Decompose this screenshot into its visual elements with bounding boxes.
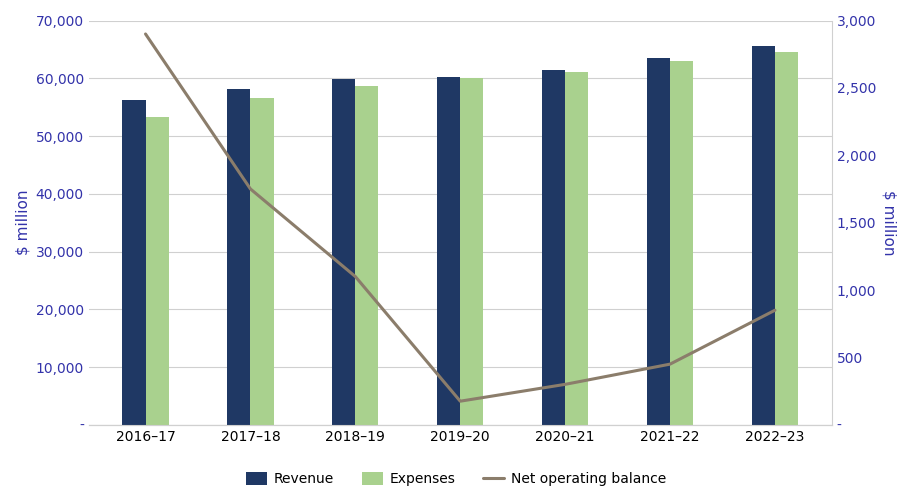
Bar — [251, 98, 273, 425]
Net operating balance — [245, 186, 256, 192]
Bar — [355, 86, 378, 425]
Bar — [565, 73, 588, 425]
Bar — [146, 117, 169, 425]
Net operating balance — [559, 382, 570, 388]
Net operating balance — [769, 307, 780, 313]
Y-axis label: $ million: $ million — [15, 190, 30, 256]
Net operating balance — [350, 274, 361, 280]
Bar — [646, 58, 670, 425]
Bar — [332, 80, 355, 425]
Bar — [541, 70, 565, 425]
Net operating balance — [455, 398, 466, 404]
Y-axis label: $ million: $ million — [881, 190, 896, 256]
Net operating balance — [140, 31, 151, 37]
Bar — [227, 89, 251, 425]
Bar — [436, 77, 460, 425]
Bar — [122, 100, 146, 425]
Bar — [774, 52, 797, 425]
Line: Net operating balance: Net operating balance — [146, 34, 774, 401]
Bar — [751, 46, 774, 425]
Net operating balance — [664, 361, 675, 367]
Bar — [460, 78, 483, 425]
Bar — [670, 61, 692, 425]
Legend: Revenue, Expenses, Net operating balance: Revenue, Expenses, Net operating balance — [241, 467, 670, 492]
